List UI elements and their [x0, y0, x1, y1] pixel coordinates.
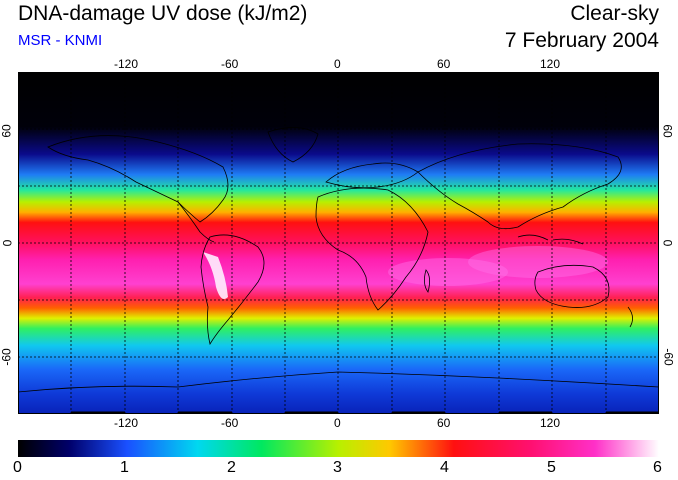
bottom-lon-tick: 120 — [540, 416, 561, 430]
left-lat-tick: 0 — [0, 239, 15, 247]
right-lat-tick: 60 — [660, 124, 675, 138]
top-lon-tick: -60 — [221, 57, 239, 71]
right-lat-tick: 0 — [660, 239, 675, 247]
scale-label: 5 — [547, 459, 556, 476]
bottom-lon-tick: -120 — [114, 416, 139, 430]
scale-label: 2 — [227, 459, 236, 476]
right-lat-tick: -60 — [661, 348, 676, 366]
left-lat-tick: 60 — [0, 124, 14, 138]
sky-condition-label: Clear-sky — [570, 2, 659, 25]
scale-label: 1 — [120, 459, 129, 476]
scale-label: 6 — [653, 459, 662, 476]
top-lon-tick: 0 — [334, 57, 341, 71]
top-lon-tick: 60 — [437, 57, 451, 71]
bottom-lon-tick: 60 — [437, 416, 451, 430]
color-scale-bar — [18, 440, 659, 457]
scale-label: 4 — [440, 459, 449, 476]
scale-label: 0 — [13, 459, 22, 476]
data-source-label: MSR - KNMI — [18, 32, 103, 49]
bottom-lon-tick: -60 — [221, 416, 239, 430]
top-lon-tick: -120 — [114, 57, 139, 71]
map-title: DNA-damage UV dose (kJ/m2) — [18, 2, 308, 25]
date-label: 7 February 2004 — [504, 29, 659, 52]
top-lon-tick: 120 — [540, 57, 561, 71]
left-lat-tick: -60 — [0, 348, 14, 366]
uv-dose-map — [18, 72, 659, 414]
bottom-lon-tick: 0 — [334, 416, 341, 430]
scale-label: 3 — [333, 459, 342, 476]
